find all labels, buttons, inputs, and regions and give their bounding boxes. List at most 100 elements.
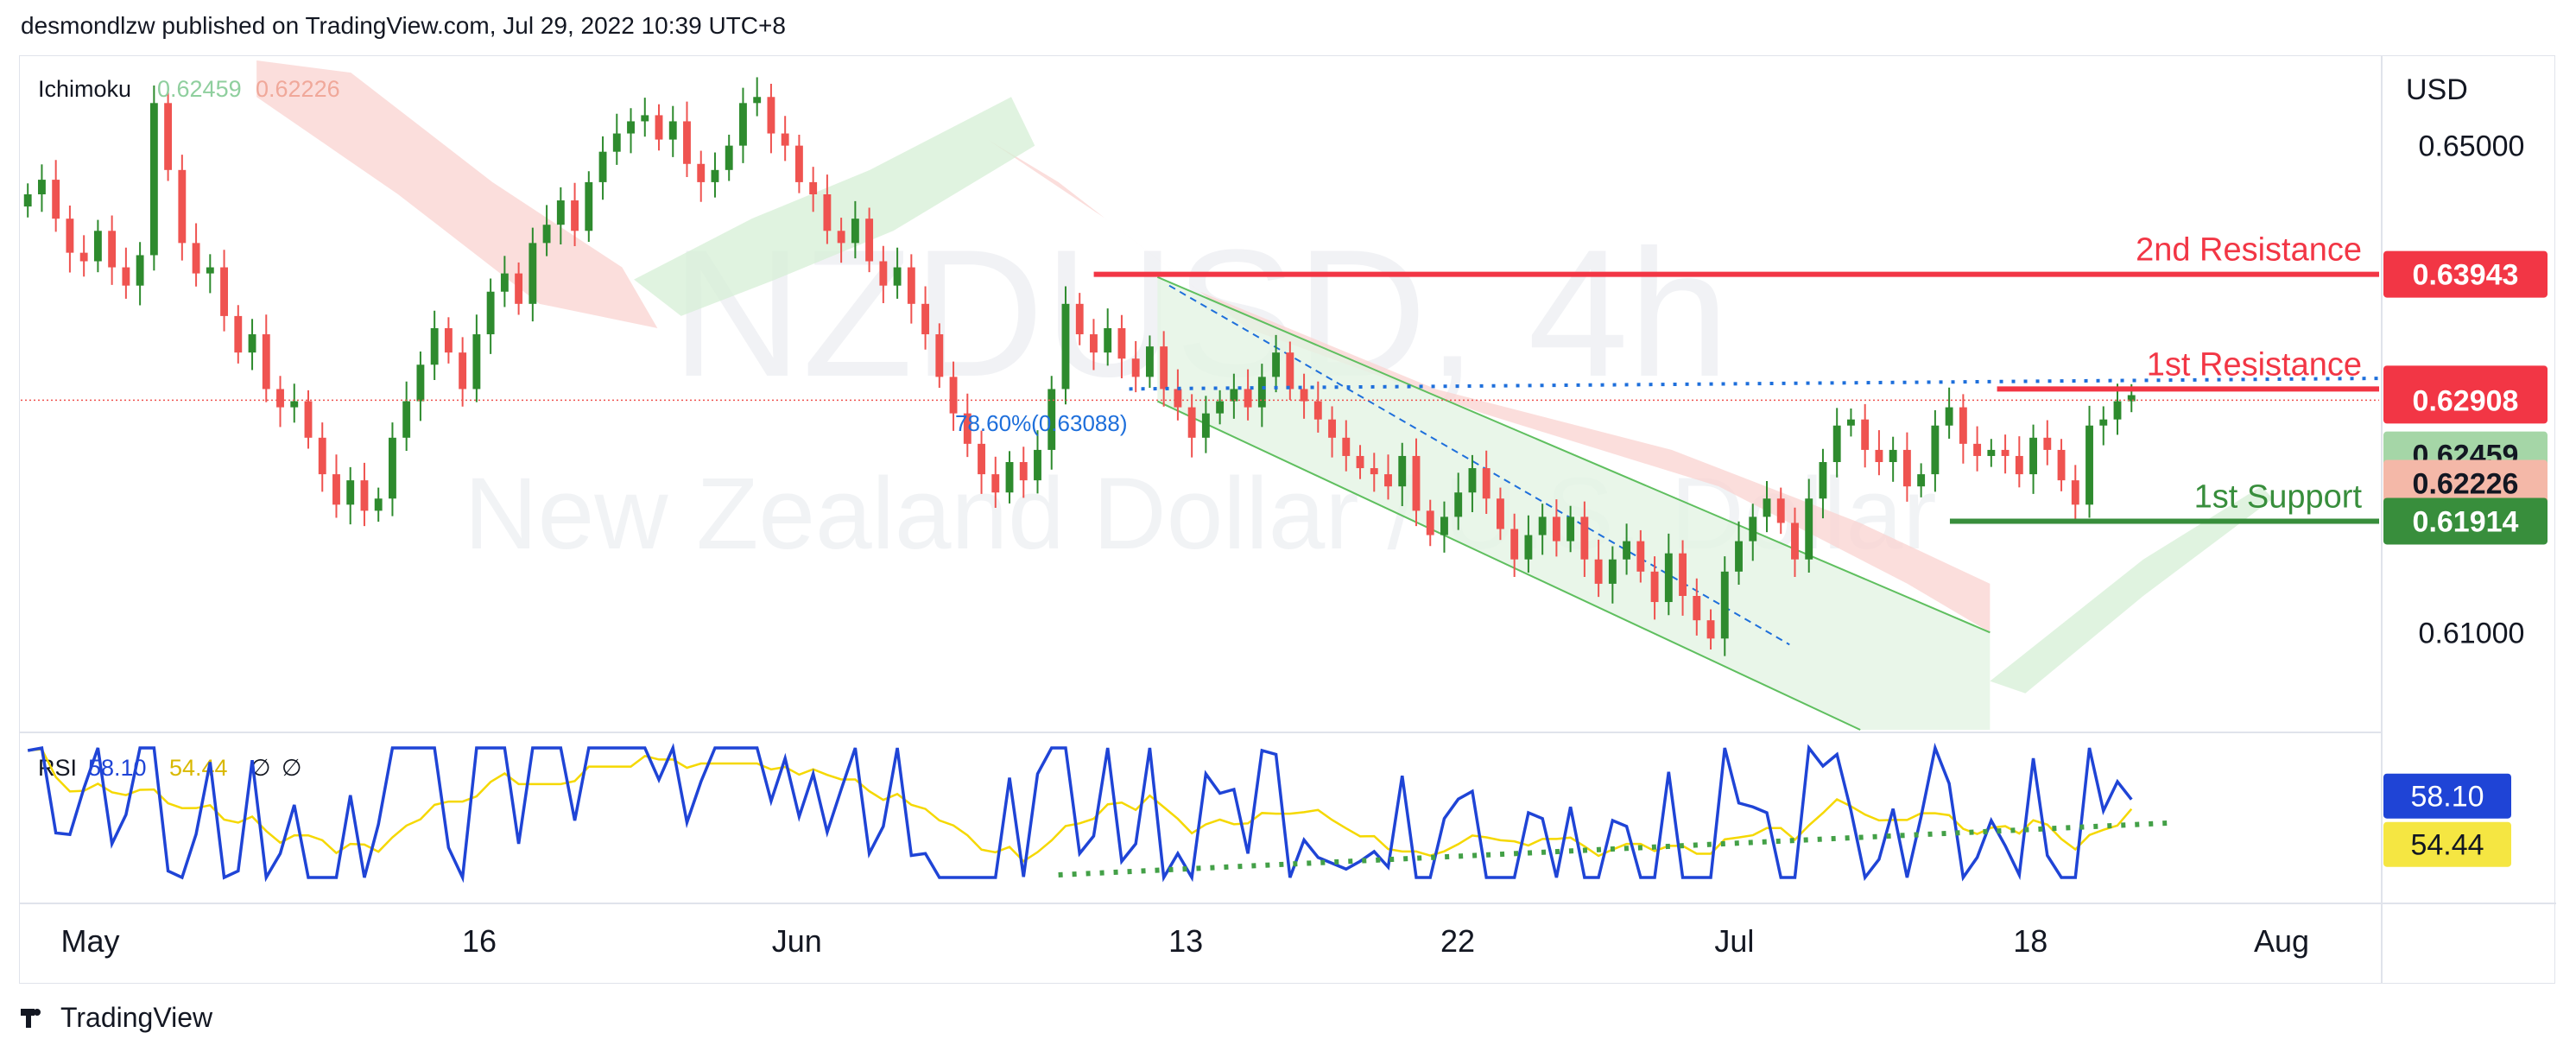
candle [1791, 507, 1799, 578]
candle-body [1160, 346, 1168, 390]
candle-body [1412, 455, 1421, 511]
tradingview-logo-icon [21, 1007, 50, 1029]
channel-lower-line [1156, 400, 1861, 731]
candle-body [1370, 468, 1378, 475]
candle-body [697, 163, 706, 182]
rsi-value-4: ∅ [282, 755, 302, 781]
candle-body [823, 194, 832, 231]
candle-body [528, 243, 537, 304]
candle [1902, 432, 1911, 502]
candle-body [907, 267, 915, 304]
candle-body [571, 200, 579, 231]
candle-body [2057, 449, 2066, 481]
candle [2043, 420, 2052, 466]
candle [949, 361, 958, 431]
candle [556, 187, 565, 245]
rsi-ma-badge [2383, 821, 2511, 867]
candle-body [472, 334, 481, 390]
candlestick-series [23, 77, 2136, 656]
time-axis[interactable]: May 16 Jun 13 22 Jul 18 Aug [60, 923, 2309, 959]
candle [472, 314, 481, 402]
time-tick-label: Jul [1714, 923, 1754, 959]
candle [1594, 539, 1603, 598]
candle-body [781, 133, 789, 146]
rsi-pane: 58.10 54.44 [27, 742, 2511, 884]
candle-body [262, 334, 270, 390]
candle-body [206, 267, 214, 274]
fib-level-label[interactable]: 78.60%(0.63088) [955, 410, 1127, 436]
candle-body [1342, 437, 1351, 456]
candle-body [753, 97, 762, 104]
candle-body [52, 180, 60, 219]
candle-body [374, 498, 383, 511]
candle [192, 223, 200, 287]
candle [809, 167, 818, 212]
candle-body [2043, 437, 2052, 450]
candle-body [921, 303, 930, 335]
candle [781, 116, 789, 162]
candle-body [668, 121, 677, 140]
candle [711, 152, 719, 198]
candle-body [767, 97, 775, 134]
candle [332, 454, 340, 518]
ichimoku-label[interactable]: Ichimoku [38, 76, 131, 102]
candle-body [1832, 425, 1841, 462]
candle [1272, 334, 1281, 393]
chart-frame[interactable] [19, 55, 2555, 984]
candle [108, 215, 117, 285]
candle [794, 134, 803, 193]
candle-body [1398, 455, 1407, 487]
candle-body [598, 151, 607, 182]
candle [1398, 442, 1407, 507]
candle-body [360, 480, 369, 511]
time-tick-label: Jun [772, 923, 822, 959]
candle-body [1257, 377, 1266, 408]
candle-body [1117, 328, 1126, 359]
candle [767, 84, 775, 154]
candle-body [1145, 346, 1154, 377]
candle-body [978, 443, 985, 475]
candle [1454, 472, 1463, 530]
candle-body [1061, 303, 1070, 390]
candle-body [2001, 449, 2010, 456]
candle-body [1819, 462, 1827, 499]
candle-body [1244, 389, 1252, 408]
candle [1889, 436, 1897, 482]
candle-body [1763, 498, 1771, 517]
candle-body [1230, 389, 1238, 402]
candle [136, 242, 144, 306]
candle [1342, 420, 1351, 472]
candle [1384, 454, 1392, 500]
candle [1566, 505, 1575, 553]
candle-body [1945, 407, 1953, 426]
candle-body [1973, 443, 1982, 456]
candle [991, 456, 1000, 508]
candle [276, 376, 284, 428]
candle-body [739, 103, 747, 146]
candle [1861, 403, 1870, 468]
candle-body [1510, 529, 1519, 560]
candle [1187, 394, 1196, 458]
candle-body [416, 364, 425, 402]
price-axis[interactable]: 0.650000.610000.639430.630010.629080.624… [2383, 130, 2548, 650]
candle [753, 77, 762, 117]
candle-body [612, 133, 621, 152]
candle [79, 235, 88, 277]
candle [1075, 293, 1084, 345]
candle-body [389, 437, 396, 499]
candle-body [2099, 419, 2108, 426]
candle [1973, 426, 1982, 472]
footer-brand[interactable]: TradingView [21, 1002, 212, 1034]
candle-body [1552, 516, 1560, 542]
candle-body [2085, 425, 2093, 505]
candle-body [1889, 449, 1897, 462]
price-badge [2383, 497, 2548, 545]
candle-body [655, 115, 663, 140]
candle-body [893, 267, 902, 286]
candle [1286, 341, 1294, 401]
candle-body [1272, 352, 1281, 377]
candle [2085, 405, 2093, 518]
candle [164, 92, 173, 181]
candle-body [332, 474, 340, 505]
